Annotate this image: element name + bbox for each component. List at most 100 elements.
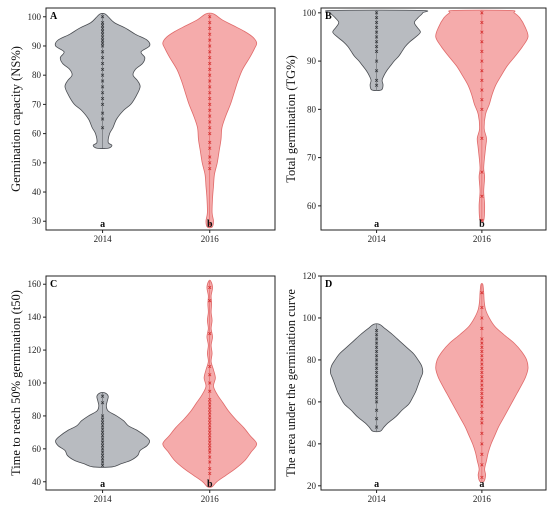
data-point bbox=[208, 67, 212, 71]
data-point bbox=[480, 383, 484, 387]
data-point bbox=[208, 120, 212, 124]
significance-letter: a bbox=[374, 219, 379, 230]
data-point bbox=[208, 161, 212, 165]
y-tick-label: 160 bbox=[28, 279, 42, 289]
data-point bbox=[480, 98, 484, 102]
panel-d: D 20 40 60 80 100 120 The area under the germin… bbox=[284, 271, 547, 504]
panel-letter: B bbox=[325, 11, 332, 22]
data-point bbox=[480, 417, 484, 421]
data-point bbox=[374, 337, 379, 341]
y-tick-label: 30 bbox=[32, 216, 42, 226]
data-point bbox=[374, 370, 379, 375]
significance-letter: a bbox=[100, 479, 105, 490]
data-point bbox=[208, 430, 212, 435]
panel-letter: A bbox=[50, 11, 58, 22]
data-point bbox=[208, 404, 212, 408]
data-point bbox=[374, 349, 379, 354]
data-point bbox=[374, 83, 379, 87]
data-point bbox=[208, 299, 212, 303]
data-point bbox=[480, 59, 484, 63]
y-tick-label: 120 bbox=[303, 271, 317, 281]
data-point bbox=[208, 364, 212, 369]
significance-letter: b bbox=[207, 219, 213, 230]
data-point bbox=[208, 114, 212, 118]
data-point bbox=[374, 400, 379, 404]
data-point bbox=[480, 354, 484, 358]
data-point bbox=[100, 420, 105, 425]
data-point bbox=[480, 345, 484, 349]
data-point bbox=[100, 41, 105, 45]
data-point bbox=[480, 170, 484, 174]
data-point bbox=[480, 20, 484, 25]
data-point bbox=[208, 61, 212, 66]
data-point bbox=[374, 11, 379, 15]
data-point bbox=[208, 85, 212, 89]
data-point bbox=[374, 396, 379, 400]
y-tick-label: 60 bbox=[307, 201, 317, 211]
x-tick-label: 2016 bbox=[473, 234, 492, 244]
data-point bbox=[208, 407, 212, 411]
data-point bbox=[374, 354, 379, 358]
data-point bbox=[374, 391, 379, 396]
data-point bbox=[374, 328, 379, 333]
data-point bbox=[374, 375, 379, 379]
data-point bbox=[100, 460, 105, 464]
data-point bbox=[100, 126, 105, 130]
data-point bbox=[480, 452, 484, 456]
data-point bbox=[208, 50, 212, 54]
x-tick-label: 2014 bbox=[94, 494, 113, 504]
data-point bbox=[374, 69, 379, 73]
data-point bbox=[100, 61, 105, 66]
data-point bbox=[208, 381, 212, 385]
data-point bbox=[374, 408, 379, 412]
data-point bbox=[100, 15, 105, 19]
data-point bbox=[208, 410, 212, 415]
data-point bbox=[208, 373, 212, 377]
data-point bbox=[480, 391, 484, 396]
y-tick-label: 90 bbox=[307, 56, 317, 66]
plot-frame bbox=[320, 7, 547, 231]
data-point bbox=[100, 91, 105, 95]
data-point bbox=[100, 117, 105, 121]
significance-letter: a bbox=[374, 479, 379, 490]
data-point bbox=[208, 417, 212, 421]
data-point bbox=[208, 447, 212, 451]
data-point bbox=[208, 437, 212, 441]
data-point bbox=[100, 67, 105, 71]
data-point bbox=[480, 375, 484, 379]
data-point bbox=[100, 96, 105, 101]
data-point bbox=[208, 146, 212, 150]
data-point bbox=[208, 466, 212, 471]
data-point bbox=[480, 341, 484, 345]
data-point bbox=[208, 420, 212, 425]
y-tick-label: 80 bbox=[32, 411, 42, 421]
data-point bbox=[208, 155, 212, 159]
data-point bbox=[374, 425, 379, 429]
y-tick-label: 40 bbox=[307, 439, 317, 449]
data-point bbox=[208, 126, 212, 130]
data-point bbox=[374, 333, 379, 337]
data-point bbox=[208, 79, 212, 83]
data-point bbox=[374, 25, 379, 29]
plot-frame bbox=[320, 275, 547, 491]
y-tick-label: 40 bbox=[32, 187, 42, 197]
data-point bbox=[374, 20, 379, 25]
data-point bbox=[208, 285, 212, 290]
data-point bbox=[480, 475, 484, 480]
data-point bbox=[480, 78, 484, 83]
data-point bbox=[100, 56, 105, 60]
data-point bbox=[100, 457, 105, 461]
data-point bbox=[480, 194, 484, 198]
data-point bbox=[480, 400, 484, 404]
data-point bbox=[208, 471, 212, 476]
data-point bbox=[208, 424, 212, 428]
significance-letter: a bbox=[100, 219, 105, 230]
data-point bbox=[100, 417, 105, 421]
data-point bbox=[480, 463, 484, 467]
data-point bbox=[374, 358, 379, 362]
data-point bbox=[100, 44, 105, 48]
data-point bbox=[100, 50, 105, 54]
significance-letter: a bbox=[479, 479, 484, 490]
data-point bbox=[100, 440, 105, 444]
y-tick-label: 50 bbox=[32, 158, 42, 168]
